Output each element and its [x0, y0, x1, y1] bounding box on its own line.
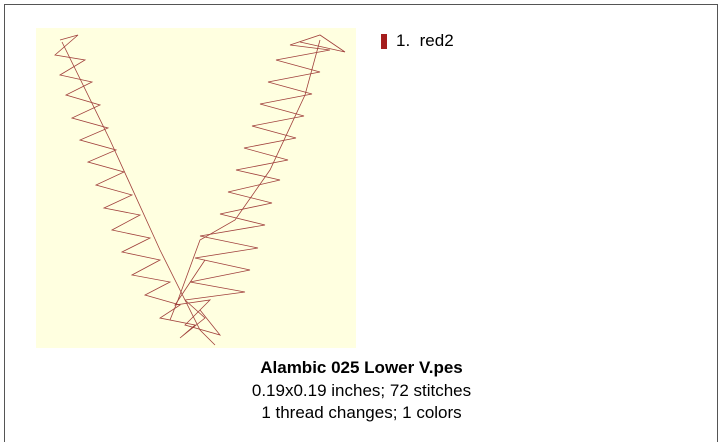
- legend-swatch: [381, 33, 387, 49]
- right-arm-stitches: [184, 34, 346, 301]
- file-name: Alambic 025 Lower V.pes: [260, 358, 463, 377]
- running-stitch: [61, 41, 216, 346]
- caption: Alambic 025 Lower V.pes 0.19x0.19 inches…: [0, 357, 723, 425]
- preview-background: [36, 28, 356, 348]
- stitches: [54, 34, 346, 346]
- design-size: 0.19x0.19 inches; 72 stitches: [251, 380, 472, 400]
- thread-info: 1 thread changes; 1 colors: [261, 403, 462, 422]
- legend: 1. red2: [381, 31, 454, 51]
- left-arm-stitches: [54, 34, 206, 339]
- fill-stitch: [174, 259, 222, 336]
- legend-label: 1. red2: [396, 31, 454, 50]
- stitch-preview: [36, 28, 356, 348]
- frame: [4, 4, 718, 442]
